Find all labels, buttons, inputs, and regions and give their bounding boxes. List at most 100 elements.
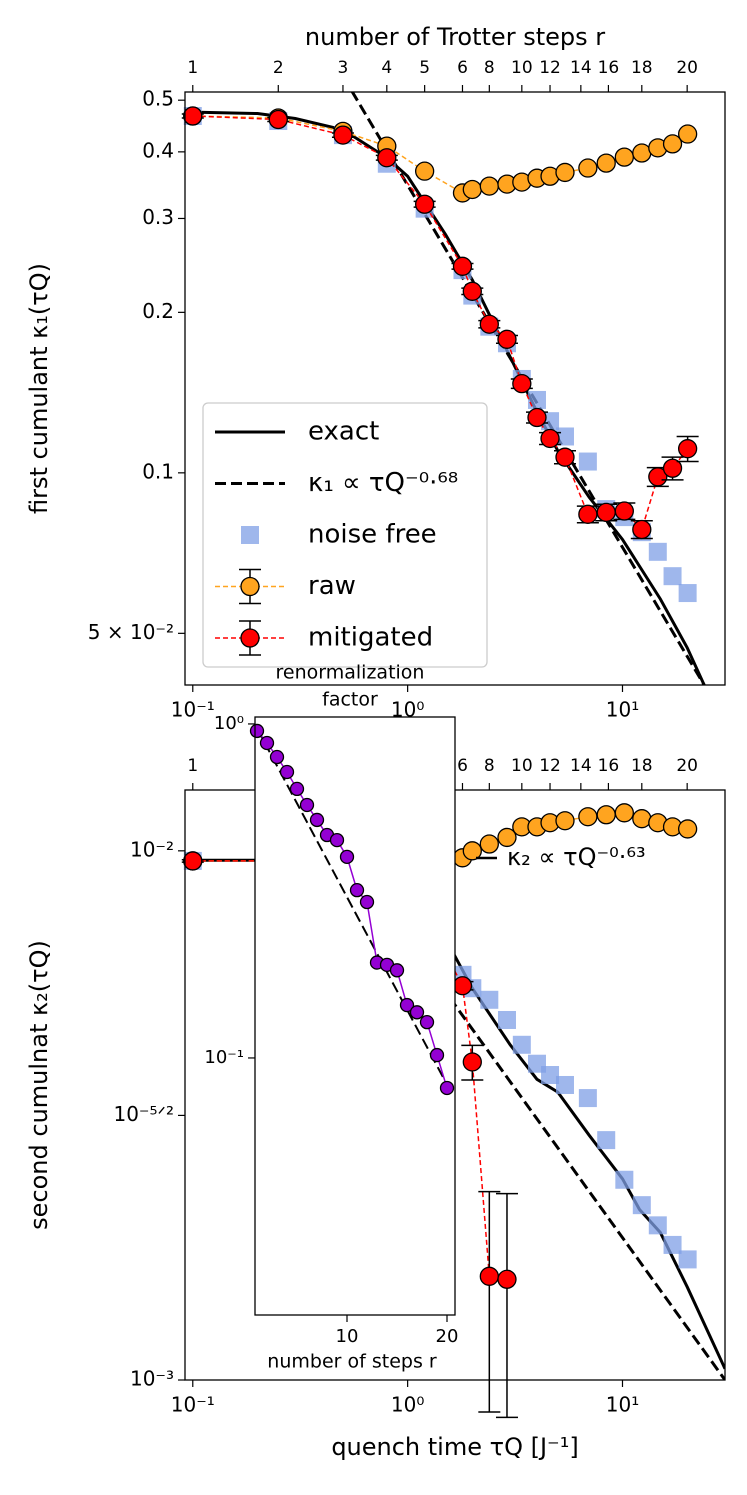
circle-marker: [268, 109, 288, 130]
legend-square: [241, 526, 259, 544]
x-tick-label: 20: [436, 1326, 459, 1347]
circle-marker: [578, 807, 598, 827]
circle-marker: [269, 749, 285, 765]
x2-tick-label: 16: [598, 756, 620, 776]
legend-circle: [240, 628, 260, 648]
legend-label: exact: [308, 417, 379, 447]
circle-marker: [540, 428, 560, 449]
x2-tick-label: 18: [631, 756, 653, 776]
square-marker: [663, 567, 682, 586]
x2-axis-label: number of Trotter steps r: [305, 23, 605, 51]
series-line: [256, 727, 453, 1095]
circle-marker: [462, 841, 482, 861]
inset-title: renormalization: [276, 662, 425, 684]
y-tick-label: 10⁰: [214, 713, 244, 734]
square-marker: [648, 542, 667, 561]
circle-marker: [479, 1266, 499, 1286]
square-marker: [527, 390, 546, 409]
x-tick-label: 10⁻¹: [171, 698, 215, 722]
x2-tick-label: 4: [381, 58, 392, 78]
circle-marker: [497, 827, 517, 848]
circle-marker: [632, 143, 652, 163]
x-tick-label: 10⁻¹: [171, 1393, 215, 1417]
x2-tick-label: 8: [484, 58, 495, 78]
x2-tick-label: 12: [539, 756, 561, 776]
circle-marker: [578, 158, 598, 178]
circle-marker: [259, 735, 275, 751]
circle-marker: [497, 329, 517, 349]
x2-tick-label: 1: [187, 58, 198, 78]
x2-tick-label: 18: [631, 58, 653, 78]
circle-marker: [419, 1014, 435, 1030]
x2-tick-label: 14: [570, 58, 592, 78]
circle-marker: [614, 147, 634, 167]
circle-marker: [614, 803, 634, 823]
circle-marker: [555, 811, 575, 831]
x2-tick-label: 20: [676, 58, 698, 78]
x-tick-label: 10: [336, 1326, 359, 1347]
circle-marker: [377, 148, 397, 168]
circle-marker: [479, 314, 499, 334]
x-axis-label: quench time τQ [J⁻¹]: [331, 1433, 578, 1461]
circle-marker: [333, 125, 353, 145]
circle-marker: [648, 467, 668, 487]
circle-marker: [677, 819, 698, 839]
square-marker: [678, 584, 697, 603]
plot-area: [256, 727, 453, 1095]
y-axis-label: second cumulnat κ₂(τQ): [25, 940, 53, 1230]
x2-tick-label: 20: [676, 756, 698, 776]
circle-marker: [349, 882, 365, 898]
y-tick-label: 0.1: [142, 459, 174, 483]
circle-marker: [339, 849, 355, 865]
circle-marker: [462, 179, 482, 200]
square-marker: [512, 1035, 531, 1054]
circle-marker: [677, 124, 698, 144]
square-marker: [578, 452, 597, 471]
x2-tick-label: 6: [457, 756, 468, 776]
circle-marker: [399, 997, 415, 1013]
circle-marker: [479, 834, 499, 854]
x2-tick-label: 6: [457, 58, 468, 78]
x2-tick-label: 14: [570, 756, 592, 776]
circle-marker: [555, 447, 575, 467]
square-marker: [497, 1010, 516, 1029]
x2-tick-label: 10: [511, 756, 533, 776]
square-marker: [541, 1066, 560, 1085]
circle-marker: [279, 764, 295, 780]
square-marker: [615, 1170, 634, 1189]
error-bar: [478, 1190, 501, 1413]
annotation: κ₂ ∝ τQ⁻⁰·⁶³: [507, 843, 646, 871]
circle-marker: [299, 797, 315, 813]
legend-box: [202, 402, 488, 668]
circle-marker: [662, 134, 683, 154]
circle-marker: [677, 439, 698, 459]
legend-label: mitigated: [308, 623, 433, 653]
circle-marker: [249, 723, 265, 739]
square-marker: [663, 1235, 682, 1254]
circle-marker: [329, 832, 345, 848]
y-axis-label: first cumulant κ₁(τQ): [25, 263, 53, 514]
x2-tick-label: 10: [511, 58, 533, 78]
x-tick-label: 10¹: [606, 698, 639, 722]
circle-marker: [596, 502, 616, 523]
circle-marker: [527, 407, 547, 428]
circle-marker: [596, 153, 616, 173]
circle-marker: [578, 504, 598, 524]
x-tick-label: 10¹: [606, 1393, 639, 1417]
axes-frame: [184, 91, 726, 686]
circle-marker: [462, 281, 482, 301]
inset-title: factor: [322, 689, 378, 711]
x2-tick-label: 12: [539, 58, 561, 78]
y-tick-label: 10⁻⁵ᐟ²: [113, 1102, 174, 1126]
circle-marker: [429, 1047, 445, 1063]
circle-marker: [183, 851, 203, 871]
circle-marker: [452, 256, 473, 276]
circle-marker: [452, 976, 473, 996]
square-marker: [678, 1250, 697, 1269]
y-tick-label: 10⁻¹: [204, 1047, 244, 1068]
legend-label: noise free: [308, 520, 437, 550]
legend-label: κ₁ ∝ τQ⁻⁰·⁶⁸: [308, 468, 458, 498]
x2-tick-label: 5: [419, 58, 430, 78]
circle-marker: [596, 805, 616, 825]
